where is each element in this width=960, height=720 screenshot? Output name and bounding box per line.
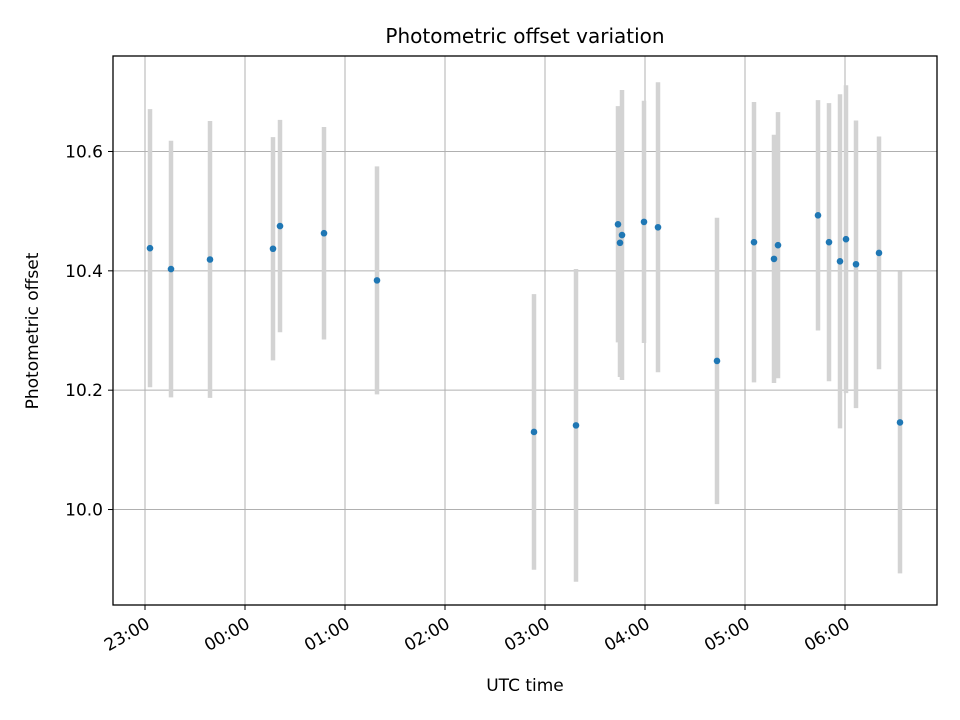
data-point [814,212,822,219]
data-point [825,238,833,246]
data-point [572,422,580,429]
data-point [276,222,284,230]
data-point [167,265,175,273]
y-tick-label: 10.0 [65,501,103,521]
data-point [373,277,381,284]
data-point [713,357,721,365]
data-point [530,428,538,436]
data-point [616,239,624,247]
data-point [896,419,904,426]
data-point [206,256,214,263]
data-point [836,257,844,265]
data-point [269,245,277,253]
data-point [654,223,662,231]
data-point [640,218,648,226]
y-axis-title: Photometric offset [23,252,43,409]
data-point [146,244,154,252]
data-point [618,231,626,239]
data-point [750,238,758,246]
x-axis-title: UTC time [486,676,564,696]
data-point [852,260,860,268]
data-point [774,241,782,249]
data-point [320,229,328,237]
data-point [614,220,622,228]
data-point [770,255,778,263]
data-point [875,249,883,257]
y-tick-label: 10.4 [65,262,103,282]
data-points [146,212,904,436]
y-axis-ticks: 10.0 10.2 10.4 10.6 [65,142,113,521]
y-tick-label: 10.2 [65,381,103,401]
data-point [842,235,850,243]
chart-title: Photometric offset variation [385,24,664,48]
plot-frame [112,55,938,606]
y-tick-label: 10.6 [65,142,103,162]
